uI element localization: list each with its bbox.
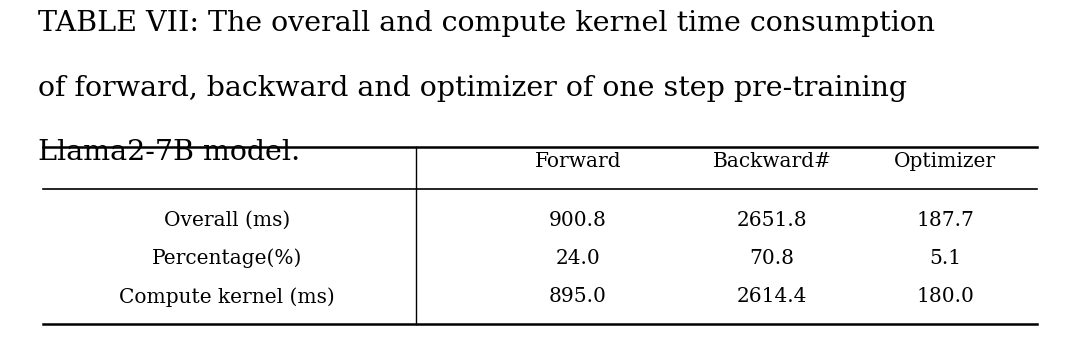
Text: Percentage(%): Percentage(%) [151,249,302,268]
Text: TABLE VII: The overall and compute kernel time consumption: TABLE VII: The overall and compute kerne… [38,10,935,37]
Text: 70.8: 70.8 [750,249,795,268]
Text: 180.0: 180.0 [916,287,974,306]
Text: of forward, backward and optimizer of one step pre-training: of forward, backward and optimizer of on… [38,75,907,102]
Text: Optimizer: Optimizer [894,152,996,171]
Text: Compute kernel (ms): Compute kernel (ms) [119,287,335,306]
Text: Llama2-7B model.: Llama2-7B model. [38,139,300,166]
Text: Overall (ms): Overall (ms) [164,211,289,230]
Text: 187.7: 187.7 [916,211,974,230]
Text: Backward#: Backward# [713,152,832,171]
Text: Forward: Forward [535,152,621,171]
Text: 5.1: 5.1 [929,249,961,268]
Text: 895.0: 895.0 [549,287,607,306]
Text: 2614.4: 2614.4 [737,287,808,306]
Text: 24.0: 24.0 [555,249,600,268]
Text: 900.8: 900.8 [549,211,607,230]
Text: 2651.8: 2651.8 [737,211,808,230]
